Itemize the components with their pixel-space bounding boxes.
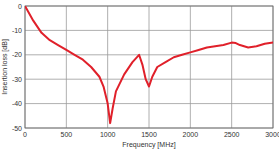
plot-frame [25,6,273,128]
series-line [25,6,273,123]
x-tick-label: 1500 [141,131,157,138]
y-tick-label: -20 [12,51,22,58]
grid-line [66,6,67,128]
series-group [25,6,273,123]
x-tick-label: 1000 [100,131,116,138]
grid-line [190,6,191,128]
y-tick-label: -40 [12,100,22,107]
x-axis-title: Frequency [MHz] [122,141,175,149]
y-tick-label: -30 [12,76,22,83]
x-tick-label: 2000 [183,131,199,138]
y-tick-label: 0 [18,3,22,10]
grid-line [149,6,150,128]
chart: 0-10-20-30-40-50050010001500200025003000… [0,0,279,150]
y-axis-title: Insertion loss [dB] [1,39,9,95]
x-tick-label: 0 [23,131,27,138]
grid-line [231,6,232,128]
x-tick-label: 2500 [224,131,240,138]
x-tick-label: 3000 [265,131,279,138]
x-tick-label: 500 [60,131,72,138]
plot-area [25,6,273,128]
y-tick-label: -50 [12,125,22,132]
y-tick-label: -10 [12,27,22,34]
